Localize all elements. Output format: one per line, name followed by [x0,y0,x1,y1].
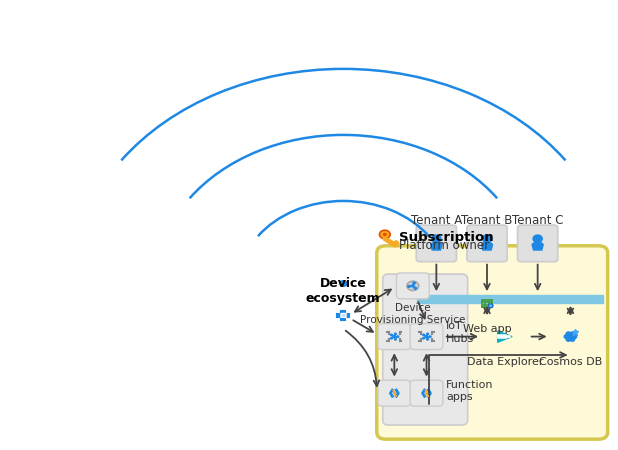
FancyBboxPatch shape [467,225,507,262]
Polygon shape [425,390,428,396]
Text: Data Explorer: Data Explorer [467,357,543,367]
Circle shape [407,281,419,291]
FancyBboxPatch shape [383,274,468,425]
Text: Tenant A: Tenant A [411,215,462,228]
Circle shape [340,281,347,286]
Ellipse shape [532,242,543,248]
Polygon shape [481,245,493,250]
Text: Platform owner: Platform owner [399,239,489,252]
Polygon shape [532,245,543,250]
Circle shape [429,336,431,338]
Circle shape [393,336,396,338]
FancyBboxPatch shape [377,246,607,439]
Circle shape [408,285,410,287]
FancyBboxPatch shape [378,324,411,350]
Text: Web app: Web app [463,324,511,333]
Circle shape [391,338,392,339]
Circle shape [413,282,415,284]
Text: IoT
Hubs: IoT Hubs [446,321,474,343]
Circle shape [423,338,425,339]
FancyBboxPatch shape [396,273,429,299]
Circle shape [533,235,542,243]
Circle shape [423,334,425,336]
FancyBboxPatch shape [417,225,457,262]
Ellipse shape [481,242,493,248]
Circle shape [483,235,492,243]
Ellipse shape [431,242,442,248]
Circle shape [394,333,396,335]
FancyBboxPatch shape [339,312,347,319]
Circle shape [397,336,399,338]
Circle shape [394,338,396,340]
FancyBboxPatch shape [410,324,443,350]
Text: Cosmos DB: Cosmos DB [539,357,602,367]
Circle shape [425,336,428,338]
Circle shape [432,235,441,243]
Bar [417,295,603,303]
Text: Device
Provisioning Service: Device Provisioning Service [360,303,465,325]
Polygon shape [497,331,512,342]
Circle shape [414,288,417,289]
Circle shape [488,304,493,308]
Text: Tenant C: Tenant C [512,215,564,228]
Polygon shape [431,245,442,250]
Circle shape [569,335,572,338]
Text: Device
ecosystem: Device ecosystem [306,277,381,305]
FancyBboxPatch shape [517,225,558,262]
Polygon shape [393,390,396,396]
Circle shape [426,338,428,340]
Circle shape [383,233,387,236]
Text: Subscription: Subscription [399,231,494,244]
Circle shape [426,333,428,335]
Circle shape [412,285,414,287]
Circle shape [489,304,493,307]
FancyBboxPatch shape [378,380,411,406]
Text: Tenant B: Tenant B [461,215,513,228]
Circle shape [391,334,392,336]
FancyBboxPatch shape [341,314,346,317]
Text: Function
apps: Function apps [446,380,493,402]
Circle shape [379,230,390,238]
FancyBboxPatch shape [410,380,443,406]
